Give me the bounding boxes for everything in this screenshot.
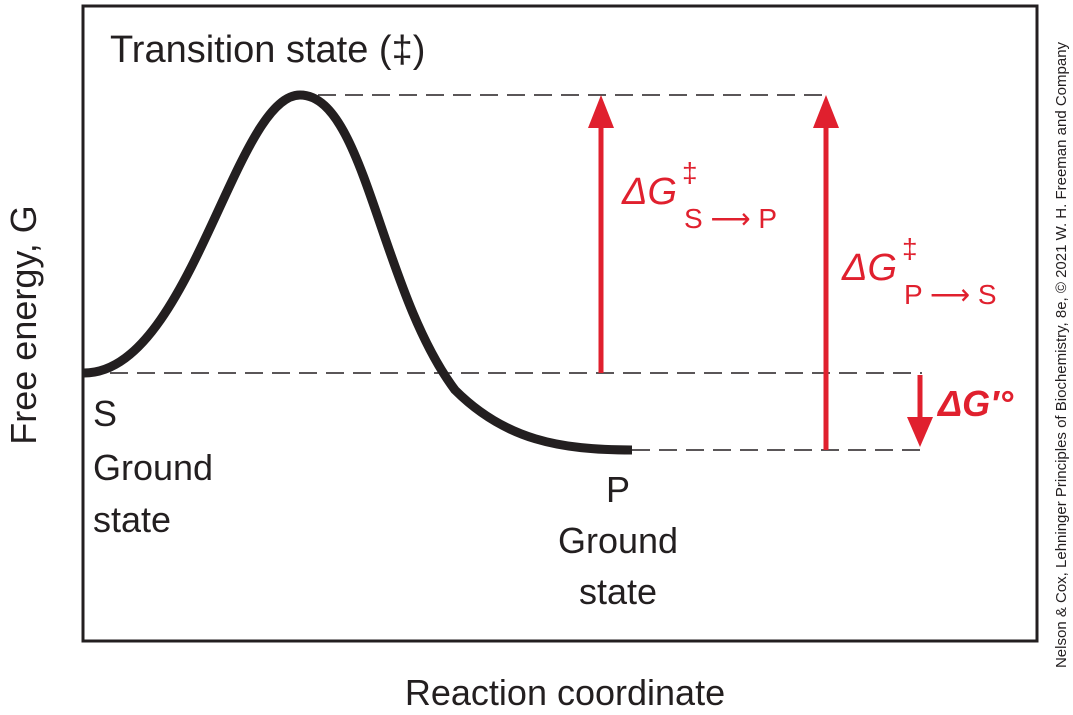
product-ground-label: Ground: [558, 520, 678, 561]
dg-standard-arrowhead: [907, 417, 933, 447]
dg-p-to-s-symbol: ΔG: [841, 247, 897, 289]
reaction-energy-curve: [83, 90, 633, 455]
plot-frame: [81, 4, 1039, 643]
substrate-state-label: state: [93, 499, 171, 540]
transition-state-label: Transition state (‡): [110, 29, 425, 71]
dg-s-to-p-subscript: S ⟶ P: [684, 203, 777, 234]
dg-standard-label: ΔG′°: [936, 383, 1014, 424]
dg-s-to-p-label: ΔG ‡ S ⟶ P: [621, 157, 777, 234]
dg-p-to-s-label: ΔG ‡ P ⟶ S: [841, 233, 997, 310]
dg-s-to-p-superscript: ‡: [682, 157, 698, 188]
product-letter: P: [606, 469, 630, 510]
dg-p-to-s-arrowhead: [813, 95, 839, 128]
dg-s-to-p-arrowhead: [588, 95, 614, 128]
substrate-letter: S: [93, 393, 117, 434]
x-axis-label: Reaction coordinate: [405, 672, 725, 713]
dg-p-to-s-subscript: P ⟶ S: [904, 279, 997, 310]
y-axis-label: Free energy, G: [3, 205, 44, 444]
product-state-label: state: [579, 571, 657, 612]
substrate-ground-label: Ground: [93, 447, 213, 488]
dg-s-to-p-symbol: ΔG: [621, 171, 677, 213]
dg-p-to-s-superscript: ‡: [902, 233, 918, 264]
credit-line: Nelson & Cox, Lehninger Principles of Bi…: [1053, 41, 1070, 668]
